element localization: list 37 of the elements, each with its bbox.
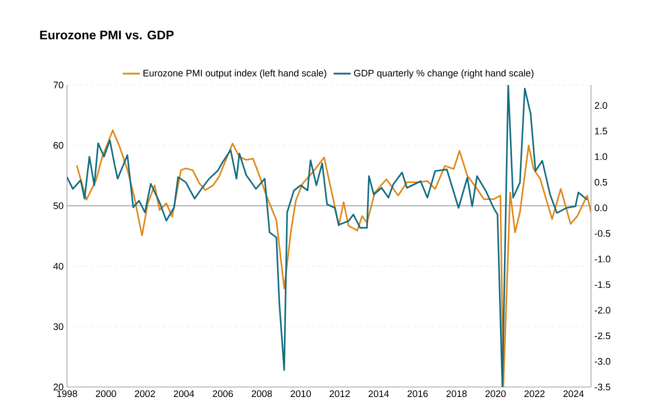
x-tick-label: 2000 bbox=[96, 390, 116, 398]
y2-tick-label: -1.5 bbox=[594, 281, 610, 288]
x-tick-label: 2024 bbox=[563, 390, 584, 398]
y-tick-label: 60 bbox=[54, 142, 64, 149]
x-tick-label: 2004 bbox=[174, 390, 194, 398]
chart-title: Eurozone PMI vs. GDP bbox=[40, 30, 174, 40]
y2-tick-label: -2.0 bbox=[594, 306, 610, 314]
line-series bbox=[67, 85, 588, 387]
y2-tick-label: -1.0 bbox=[594, 256, 610, 262]
y-tick-label: 70 bbox=[54, 82, 64, 88]
y2-tick-label: -2.5 bbox=[594, 332, 610, 340]
y2-tick-label: 1.5 bbox=[595, 128, 608, 134]
y-tick-label: 30 bbox=[53, 323, 64, 330]
y-tick-label: 20 bbox=[54, 384, 64, 390]
y-tick-label: 50 bbox=[53, 202, 64, 210]
legend-label: Eurozone PMI output index (left hand scale) bbox=[144, 70, 326, 78]
y2-tick-label: 1.0 bbox=[595, 153, 608, 160]
y2-tick-label: -3.5 bbox=[594, 384, 610, 390]
y2-tick-label: -0.5 bbox=[594, 230, 610, 237]
y2-tick-label: -3.0 bbox=[594, 358, 610, 365]
line-series bbox=[76, 129, 592, 387]
y2-tick-label: 0.0 bbox=[594, 204, 608, 212]
x-tick-label: 2016 bbox=[408, 390, 428, 398]
legend-label: GDP quarterly % change (right hand scale) bbox=[354, 70, 534, 78]
x-tick-label: 1998 bbox=[57, 390, 78, 398]
x-tick-label: 2018 bbox=[446, 390, 467, 398]
x-tick-label: 2008 bbox=[252, 390, 272, 398]
x-tick-label: 2022 bbox=[524, 390, 545, 398]
y-tick-label: 40 bbox=[53, 262, 64, 270]
x-tick-label: 2014 bbox=[368, 390, 389, 398]
y2-tick-label: 0.5 bbox=[594, 178, 608, 186]
y2-tick-label: 2.0 bbox=[594, 102, 608, 109]
x-tick-label: 2006 bbox=[212, 390, 233, 398]
x-tick-label: 2012 bbox=[330, 390, 350, 398]
x-tick-label: 2002 bbox=[134, 390, 155, 398]
x-tick-label: 2010 bbox=[290, 390, 311, 398]
x-tick-label: 2020 bbox=[486, 390, 506, 398]
